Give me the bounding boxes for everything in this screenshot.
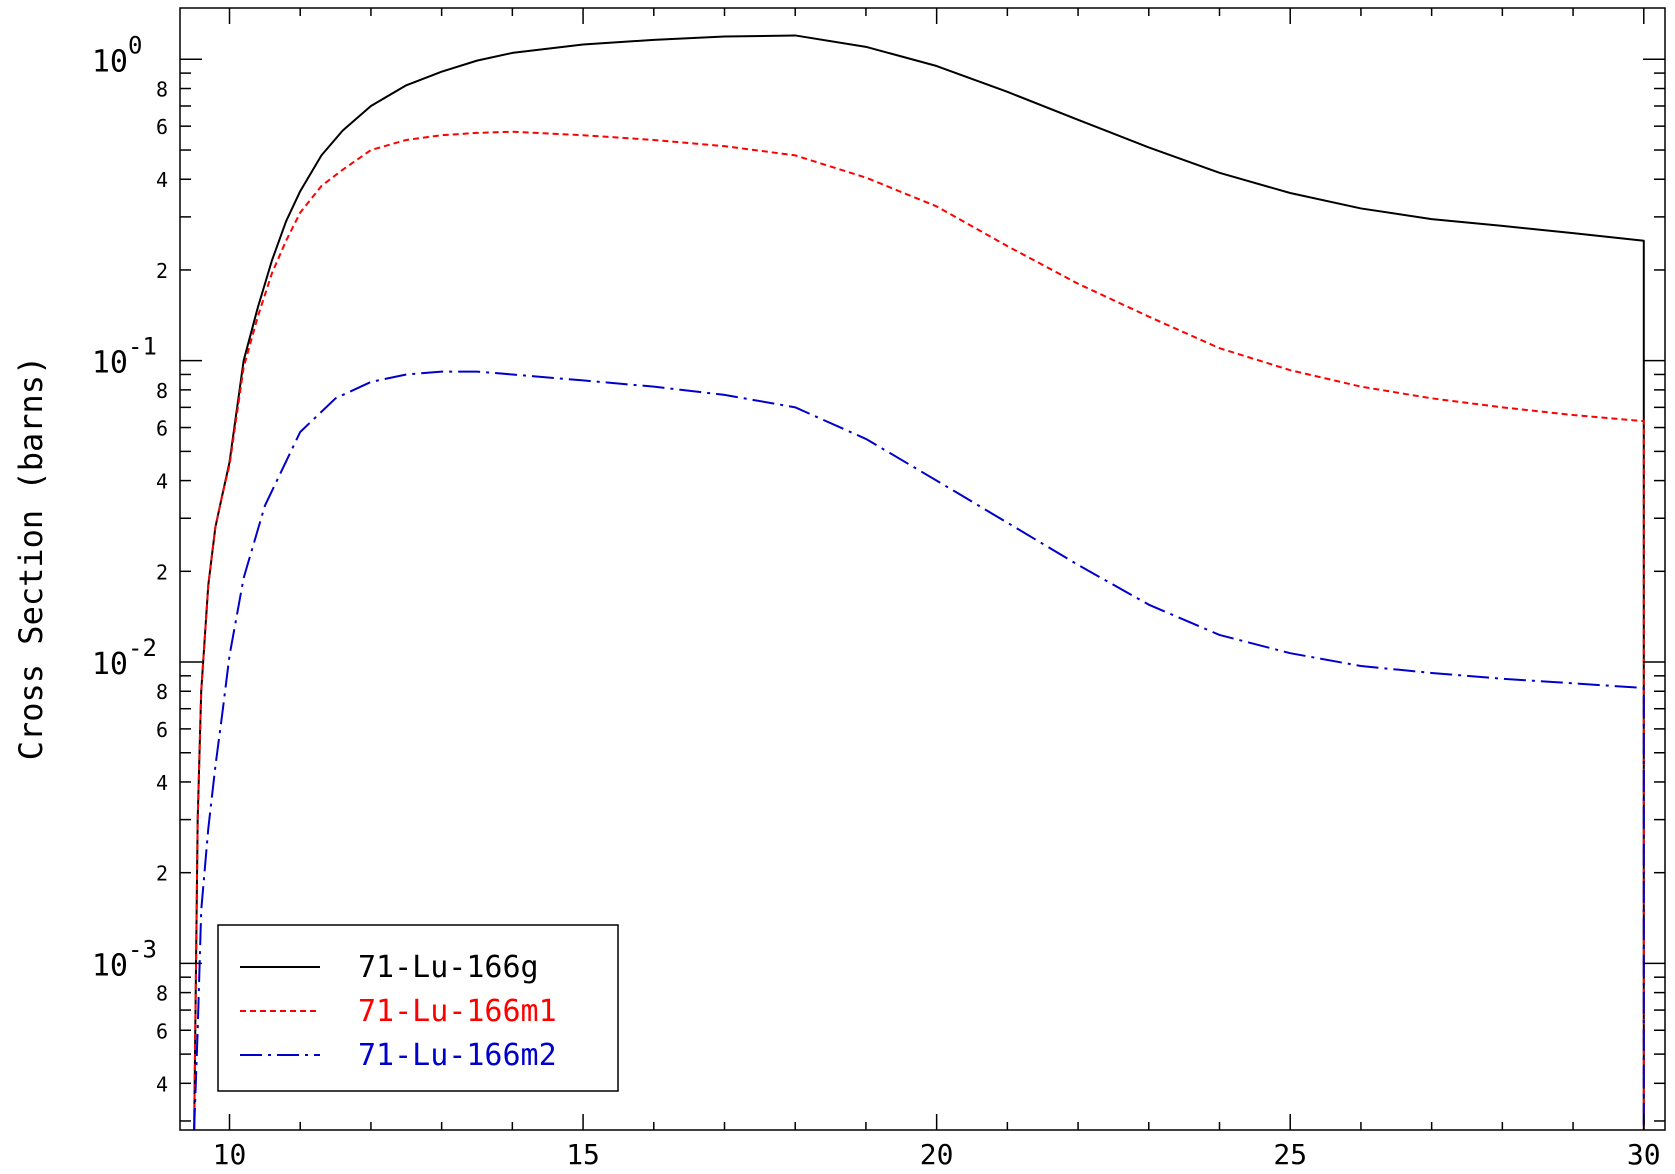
y-minor-tick-label: 8 <box>156 379 168 403</box>
y-major-tick-exponent: -1 <box>128 333 157 361</box>
y-minor-tick-label: 4 <box>156 1072 168 1096</box>
series-line-2 <box>193 130 1645 1131</box>
y-axis-title: Cross Section (barns) <box>12 356 50 761</box>
y-minor-tick-label: 2 <box>156 560 168 584</box>
y-major-tick-base: 10 <box>92 44 128 79</box>
y-minor-tick-label: 8 <box>156 680 168 704</box>
x-tick-label: 25 <box>1273 1138 1307 1171</box>
y-major-tick-exponent: -3 <box>128 935 157 963</box>
y-minor-tick-label: 2 <box>156 259 168 283</box>
y-minor-tick-label: 8 <box>156 78 168 102</box>
legend-label-1: 71-Lu-166g <box>358 950 539 985</box>
legend-box <box>217 924 619 1092</box>
series-layer <box>193 34 1645 1131</box>
y-minor-tick-label: 2 <box>156 862 168 886</box>
y-minor-tick-label: 4 <box>156 771 168 795</box>
y-minor-tick-label: 6 <box>156 718 168 742</box>
y-major-tick-label: 10 -1 <box>92 333 157 381</box>
plot-frame <box>179 7 1666 1131</box>
y-major-tick-exponent: -2 <box>128 634 157 662</box>
legend-label-3: 71-Lu-166m2 <box>358 1038 557 1073</box>
y-major-tick-label: 10 -2 <box>92 634 157 682</box>
y-minor-tick-label: 8 <box>156 982 168 1006</box>
y-minor-tick-label: 4 <box>156 470 168 494</box>
x-tick-label: 15 <box>566 1138 600 1171</box>
legend: 71-Lu-166g 71-Lu-166m1 71-Lu-166m2 <box>217 924 619 1092</box>
y-major-tick-base: 10 <box>92 346 128 381</box>
x-tick-label: 20 <box>920 1138 954 1171</box>
y-minor-tick-label: 6 <box>156 417 168 441</box>
y-major-tick-base: 10 <box>92 647 128 682</box>
x-tick-label: 30 <box>1627 1138 1661 1171</box>
y-minor-tick-label: 4 <box>156 168 168 192</box>
series-line-3 <box>193 370 1645 1131</box>
x-tick-label: 10 <box>213 1138 247 1171</box>
y-major-tick-label: 10 -3 <box>92 935 157 983</box>
legend-label-2: 71-Lu-166m1 <box>358 994 557 1029</box>
y-minor-tick-label: 6 <box>156 115 168 139</box>
y-major-tick-exponent: 0 <box>128 31 142 59</box>
y-minor-tick-label: 6 <box>156 1019 168 1043</box>
y-major-tick-base: 10 <box>92 948 128 983</box>
y-major-tick-label: 10 0 <box>92 31 143 79</box>
